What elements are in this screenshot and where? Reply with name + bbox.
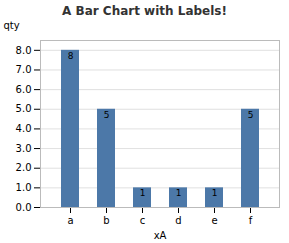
svg-text:8: 8	[68, 51, 74, 61]
svg-text:1: 1	[212, 188, 218, 198]
svg-text:b: b	[103, 215, 109, 226]
svg-text:7.0: 7.0	[16, 64, 32, 75]
svg-text:d: d	[175, 215, 181, 226]
svg-text:e: e	[211, 215, 217, 226]
svg-text:6.0: 6.0	[16, 84, 32, 95]
svg-text:a: a	[67, 215, 73, 226]
svg-text:xA: xA	[154, 230, 167, 241]
svg-text:c: c	[140, 215, 146, 226]
svg-text:1: 1	[176, 188, 182, 198]
svg-text:qty: qty	[4, 20, 20, 31]
svg-text:8.0: 8.0	[16, 45, 32, 56]
svg-text:5: 5	[248, 110, 254, 120]
svg-text:5.0: 5.0	[16, 103, 32, 114]
svg-text:5: 5	[104, 110, 110, 120]
html-text:A Bar Chart with Labels!: A Bar Chart with Labels!	[62, 4, 227, 18]
svg-text:3.0: 3.0	[16, 143, 32, 154]
svg-text:1.0: 1.0	[16, 182, 32, 193]
svg-text:0.0: 0.0	[16, 202, 32, 213]
svg-text:2.0: 2.0	[16, 162, 32, 173]
svg-text:4.0: 4.0	[16, 123, 32, 134]
svg-text:1: 1	[140, 188, 146, 198]
svg-text:f: f	[249, 215, 253, 226]
